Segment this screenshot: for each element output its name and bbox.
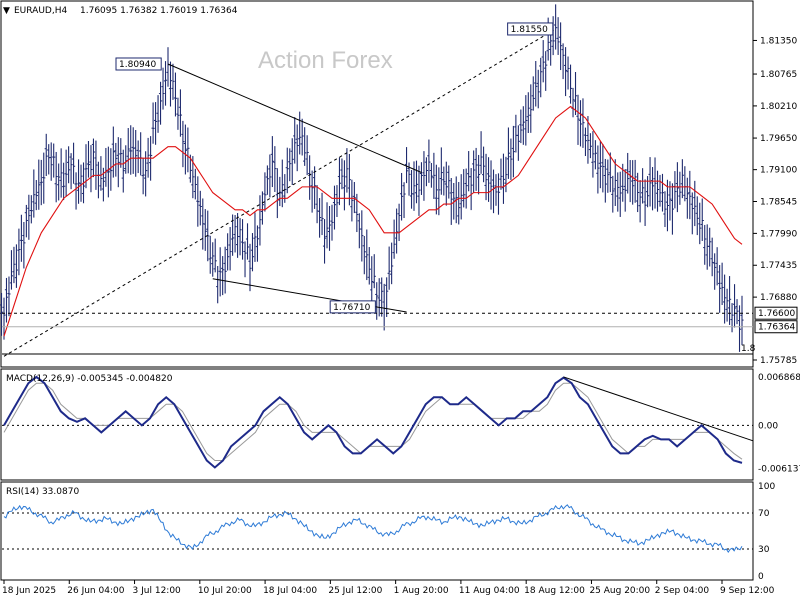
low-label-box <box>329 300 376 314</box>
x-axis-label: 2 Sep 04:00 <box>655 586 710 596</box>
price-level-label: 1.76364 <box>758 323 795 333</box>
rsi-axis-label: 30 <box>758 545 770 555</box>
price-pane-frame <box>0 0 754 368</box>
x-axis-label: 11 Aug 04:00 <box>459 586 520 596</box>
macd-axis-label: 0.006868 <box>758 373 800 383</box>
macd-line <box>3 375 743 469</box>
x-axis-label: 18 Jul 04:00 <box>263 586 317 596</box>
rsi-pane-frame <box>0 481 754 581</box>
ohlc-label: 1.76095 1.76382 1.76019 1.76364 <box>80 6 238 16</box>
rsi-axis-label: 70 <box>758 509 770 519</box>
x-axis-label: 9 Sep 12:00 <box>720 586 775 596</box>
macd-signal-line <box>3 382 743 461</box>
price-axis-label: 1.75785 <box>760 356 797 366</box>
price-axis-label: 1.79650 <box>760 134 797 144</box>
x-axis-label: 3 Jul 12:00 <box>133 586 182 596</box>
price-level-label: 1.76600 <box>758 309 795 319</box>
resistance-trendline <box>167 63 422 173</box>
x-axis-label: 25 Jul 12:00 <box>328 586 382 596</box>
high-label-2-box <box>507 22 554 36</box>
macd-trendline <box>563 376 754 442</box>
x-axis-label: 1 Aug 20:00 <box>394 586 449 596</box>
x-axis-label: 26 Jun 04:00 <box>67 586 124 596</box>
price-level-box <box>754 320 798 334</box>
high-label-1: 1.80940 <box>119 60 156 70</box>
rsi-line <box>3 504 743 554</box>
x-axis-label: 18 Jun 2025 <box>2 586 56 596</box>
low-label: 1.76710 <box>333 303 370 313</box>
macd-axis-label: 0.00 <box>758 421 778 431</box>
high-label-2: 1.81550 <box>511 25 548 35</box>
watermark: Action Forex <box>258 47 393 74</box>
price-axis-label: 1.80765 <box>760 70 797 80</box>
rsi-label: RSI(14) 33.0870 <box>6 487 79 497</box>
price-axis-label: 1.77990 <box>760 229 797 239</box>
price-level-box <box>754 306 798 320</box>
chart-dropdown-icon[interactable]: ▼ <box>3 6 10 16</box>
rising-dashed-trendline <box>3 28 556 357</box>
symbol-label: EURAUD,H4 <box>14 6 67 16</box>
support-trendline <box>212 278 407 313</box>
small-price-label: 1.8 <box>741 344 756 354</box>
high-label-1-box <box>115 57 162 71</box>
price-axis-label: 1.78545 <box>760 198 797 208</box>
price-axis-label: 1.79100 <box>760 166 797 176</box>
macd-pane-frame <box>0 368 754 481</box>
macd-axis-label: -0.006137 <box>758 464 800 474</box>
price-axis-label: 1.77435 <box>760 261 797 271</box>
rsi-axis-label: 100 <box>758 482 775 492</box>
x-axis-label: 18 Aug 12:00 <box>524 586 585 596</box>
rsi-axis-label: 0 <box>758 572 764 582</box>
x-axis-label: 10 Jul 20:00 <box>198 586 252 596</box>
macd-label: MACD(12,26,9) -0.005345 -0.004820 <box>6 374 173 384</box>
price-axis-label: 1.80210 <box>760 102 797 112</box>
x-axis-label: 25 Aug 20:00 <box>589 586 650 596</box>
moving-average-line <box>3 105 743 337</box>
price-axis-label: 1.81350 <box>760 36 797 46</box>
price-axis-label: 1.76880 <box>760 293 797 303</box>
